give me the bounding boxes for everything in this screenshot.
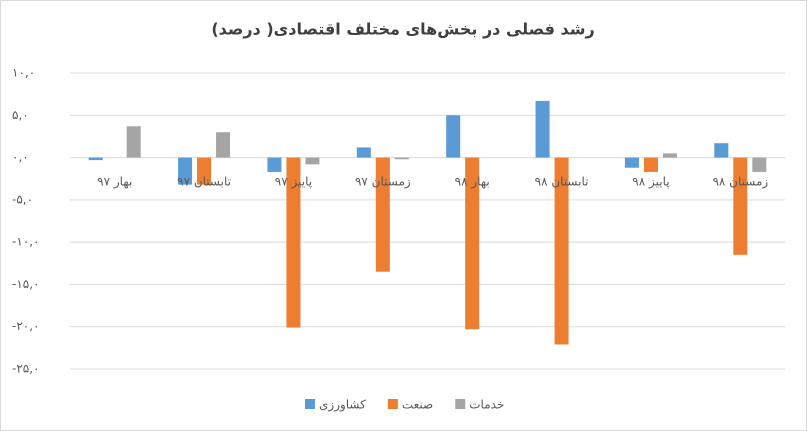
x-tick-label: پاییز ۹۷	[275, 175, 312, 190]
bar	[305, 157, 320, 165]
bar	[286, 157, 301, 328]
x-tick-label: پاییز ۹۸	[632, 175, 669, 190]
y-tick-label: -۵,۰	[12, 192, 33, 206]
bar	[356, 147, 371, 158]
x-tick-label: بهار ۹۷	[97, 175, 132, 190]
bar	[714, 143, 729, 158]
bar	[446, 115, 461, 158]
y-tick-label: ۱۰,۰	[12, 66, 35, 80]
bar	[624, 157, 639, 168]
x-tick-label: تابستان ۹۷	[177, 175, 231, 189]
bar	[662, 153, 677, 158]
y-tick-label: ۰,۰	[12, 150, 29, 164]
bar	[178, 157, 193, 185]
y-tick-label: ۵,۰	[12, 108, 29, 122]
x-tick-label: بهار ۹۸	[455, 175, 490, 190]
bar	[643, 157, 658, 172]
bar	[554, 157, 569, 345]
bar	[267, 157, 282, 172]
x-tick-label: تابستان ۹۸	[535, 175, 589, 189]
bar	[733, 157, 748, 255]
y-tick-label: -۲۰,۰	[12, 319, 39, 333]
legend-swatch	[387, 399, 398, 409]
x-tick-label: زمستان ۹۷	[355, 175, 411, 190]
legend-swatch	[455, 399, 466, 409]
bar	[752, 157, 767, 172]
x-tick-label: زمستان ۹۸	[712, 175, 768, 190]
y-tick-label: -۱۵,۰	[12, 277, 39, 291]
bar	[126, 126, 141, 158]
bar	[197, 157, 212, 185]
chart-title: رشد فصلی در بخش‌های مختلف اقتصادی( درصد)	[211, 20, 594, 39]
bar	[535, 100, 550, 158]
bar	[375, 157, 390, 272]
y-tick-label: -۱۰,۰	[12, 235, 39, 249]
bar	[216, 132, 231, 158]
legend-label: صنعت	[402, 398, 433, 412]
bar	[394, 157, 409, 160]
bar	[88, 157, 103, 161]
legend-label: خدمات	[469, 398, 504, 412]
y-tick-label: -۲۵,۰	[12, 362, 39, 376]
legend-label: کشاورزی	[319, 398, 366, 413]
bar	[465, 157, 480, 330]
legend-swatch	[305, 399, 315, 409]
